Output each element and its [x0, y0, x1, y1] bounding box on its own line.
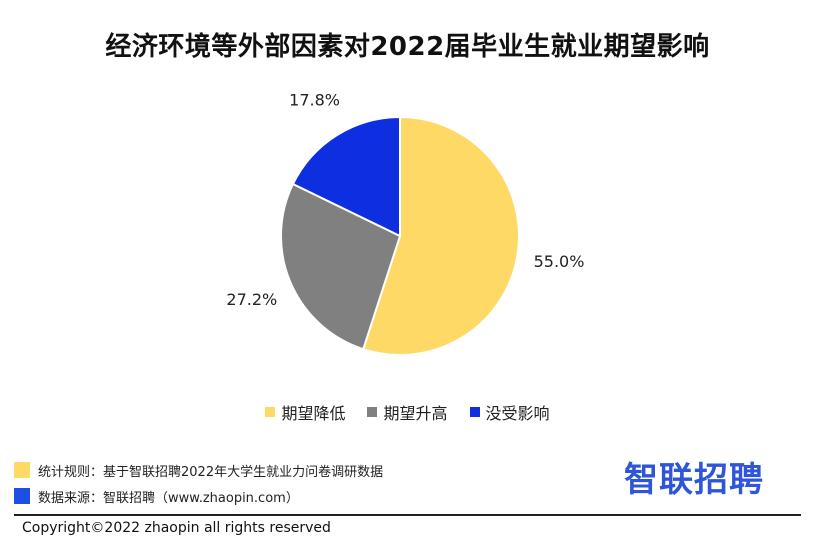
legend-item-increased: 期望升高: [367, 400, 448, 424]
pie-chart: 55.0% 27.2% 17.8%: [226, 91, 585, 356]
slice-unaffected: [291, 115, 401, 238]
note-rule: 统计规则：基于智联招聘2022年大学生就业力问卷调研数据: [14, 458, 383, 482]
divider: [14, 514, 801, 516]
brand-logo: 智联招聘: [624, 460, 764, 500]
legend-swatch-unaffected: [469, 407, 480, 417]
label-unaffected: 17.8%: [289, 91, 340, 110]
legend: 期望降低 期望升高 没受影响: [0, 400, 815, 424]
footnotes: 统计规则：基于智联招聘2022年大学生就业力问卷调研数据 数据来源：智联招聘（w…: [14, 458, 383, 510]
slice-decreased: [361, 115, 520, 356]
note-source-text: 数据来源：智联招聘（www.zhaopin.com）: [38, 490, 299, 506]
label-increased: 27.2%: [226, 290, 277, 309]
note-source-marker: [14, 488, 30, 504]
legend-swatch-increased: [367, 407, 378, 417]
legend-swatch-decreased: [265, 407, 276, 417]
legend-item-unaffected: 没受影响: [469, 400, 550, 424]
legend-label-increased: 期望升高: [383, 404, 448, 423]
chart-title: 经济环境等外部因素对2022届毕业生就业期望影响: [105, 32, 710, 62]
note-source: 数据来源：智联招聘（www.zhaopin.com）: [14, 484, 383, 508]
legend-label-decreased: 期望降低: [281, 404, 346, 423]
legend-label-unaffected: 没受影响: [485, 404, 550, 423]
note-rule-text: 统计规则：基于智联招聘2022年大学生就业力问卷调研数据: [38, 464, 384, 480]
copyright: Copyright©2022 zhaopin all rights reserv…: [22, 520, 331, 536]
label-decreased: 55.0%: [534, 252, 585, 271]
slice-increased: [280, 182, 402, 351]
note-rule-marker: [14, 462, 30, 478]
legend-item-decreased: 期望降低: [265, 400, 345, 424]
